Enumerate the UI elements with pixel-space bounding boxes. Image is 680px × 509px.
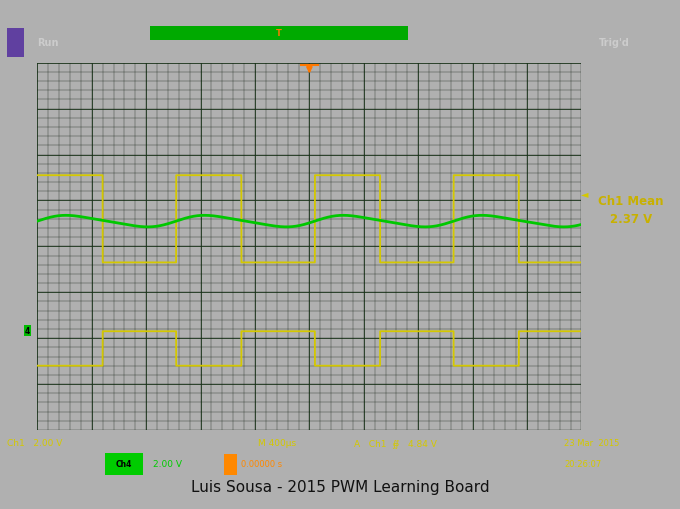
Text: ◄: ◄ (581, 189, 589, 199)
Text: A   Ch1  ∯   4.84 V: A Ch1 ∯ 4.84 V (354, 438, 437, 447)
Text: Ch4: Ch4 (116, 460, 133, 468)
Text: Ch1   2.00 V: Ch1 2.00 V (7, 438, 62, 447)
Text: Luis Sousa - 2015 PWM Learning Board: Luis Sousa - 2015 PWM Learning Board (190, 478, 490, 494)
Bar (105, 453, 143, 474)
Bar (224, 454, 237, 474)
Bar (150, 27, 408, 41)
Text: 4: 4 (25, 326, 30, 335)
Bar (7, 29, 24, 58)
Text: Ch1 Mean
2.37 V: Ch1 Mean 2.37 V (598, 195, 664, 225)
Text: Trig'd: Trig'd (598, 38, 629, 48)
Text: 0.00000 s: 0.00000 s (241, 460, 282, 468)
Text: 20:26:07: 20:26:07 (564, 460, 602, 468)
Text: 2.00 V: 2.00 V (153, 460, 182, 468)
Text: T: T (276, 29, 282, 38)
Text: M 400μs: M 400μs (258, 438, 296, 447)
Text: 23 Mar  2015: 23 Mar 2015 (564, 438, 619, 447)
Text: Run: Run (37, 38, 59, 48)
